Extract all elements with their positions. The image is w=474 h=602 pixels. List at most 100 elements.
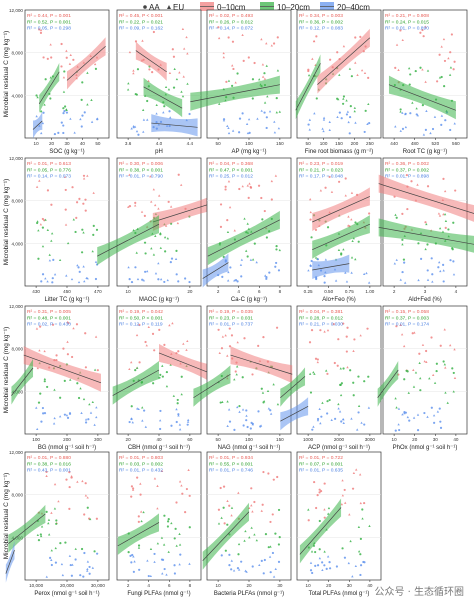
data-point [265, 236, 268, 239]
data-point [339, 367, 342, 370]
data-point [357, 375, 360, 378]
data-point [158, 419, 162, 422]
data-point [50, 558, 53, 561]
data-point [66, 353, 70, 356]
data-point [131, 488, 135, 491]
data-point [405, 173, 408, 177]
data-point [40, 525, 44, 528]
data-point [93, 62, 97, 66]
fit-line-10–20cm [8, 513, 46, 545]
stat-label: R² = 0.01, P = 0.722 [299, 455, 343, 461]
stat-label: R² = 0.34, P = 0.003 [299, 13, 343, 19]
data-point [82, 174, 86, 177]
data-point [232, 569, 236, 572]
data-point [352, 381, 355, 384]
data-point [186, 82, 189, 85]
data-point [228, 327, 231, 330]
data-point [62, 76, 66, 79]
x-axis-label: CBH (nmol g⁻¹ soil h⁻¹) [128, 445, 190, 451]
data-point [179, 553, 182, 556]
data-point [96, 369, 99, 372]
fit-line-20–40cm [312, 263, 350, 271]
data-point [308, 128, 311, 131]
y-tick-label: 8,000 [12, 51, 24, 56]
stat-label: R² = 0.12, P = 0.119 [119, 322, 163, 328]
data-point [181, 492, 184, 495]
data-point [316, 564, 320, 567]
data-point [172, 394, 176, 397]
data-point [175, 273, 178, 276]
data-point [444, 391, 447, 394]
data-point [399, 29, 402, 32]
data-point [439, 420, 442, 423]
data-point [403, 281, 407, 284]
data-point [37, 257, 40, 260]
data-point [228, 564, 231, 567]
data-point [246, 184, 249, 187]
data-point [337, 248, 341, 251]
data-point [342, 97, 345, 100]
data-point [350, 256, 354, 259]
data-point [72, 327, 75, 330]
data-point [83, 111, 86, 114]
data-point [335, 565, 338, 568]
data-point [163, 343, 166, 346]
data-point [92, 224, 95, 227]
data-point [159, 278, 163, 281]
data-point [77, 280, 81, 284]
data-point [323, 281, 326, 284]
data-point [307, 74, 311, 77]
data-point [143, 214, 146, 217]
data-point [62, 112, 65, 115]
data-point [337, 98, 340, 101]
data-point [438, 53, 441, 56]
stat-label: R² = 0.01, P = 0.803 [119, 455, 163, 461]
data-point [166, 520, 170, 523]
data-point [324, 258, 328, 261]
data-point [330, 190, 334, 193]
data-point [368, 121, 371, 125]
data-point [53, 416, 56, 420]
data-point [48, 259, 52, 262]
data-point [319, 421, 322, 425]
data-point [161, 375, 164, 378]
data-point [345, 99, 348, 102]
data-point [342, 102, 345, 105]
data-point [416, 114, 419, 117]
data-point [44, 218, 47, 221]
data-point [51, 277, 54, 280]
data-point [70, 574, 73, 577]
data-point [345, 335, 348, 338]
data-point [416, 183, 419, 186]
data-point [226, 499, 229, 503]
data-point [449, 66, 453, 69]
data-point [346, 326, 349, 329]
data-point [94, 260, 98, 263]
data-point [444, 219, 448, 222]
data-point [226, 230, 230, 234]
data-point [244, 529, 247, 533]
data-point [260, 196, 263, 200]
data-point [37, 539, 41, 542]
data-point [403, 378, 406, 381]
data-point [354, 564, 358, 568]
data-point [318, 556, 322, 560]
data-point [176, 402, 179, 405]
data-point [136, 476, 139, 479]
data-point [310, 236, 313, 239]
data-point [72, 58, 75, 61]
fit-line-10–20cm [143, 86, 183, 109]
data-point [448, 73, 452, 76]
data-point [146, 99, 149, 103]
data-point [169, 205, 173, 208]
data-point [229, 266, 232, 269]
data-point [230, 334, 234, 337]
panel-total: 10 20 30 40 Total PLFAs (nmol g⁻¹) R² = 0.01,… [296, 451, 382, 597]
y-axis-label: Microbial residual C (mg kg⁻¹) [3, 473, 10, 560]
data-point [88, 403, 91, 406]
stat-label: R² = 0.36, P = 0.002 [385, 161, 429, 167]
data-point [144, 340, 147, 344]
data-point [344, 271, 347, 274]
data-point [318, 491, 321, 494]
